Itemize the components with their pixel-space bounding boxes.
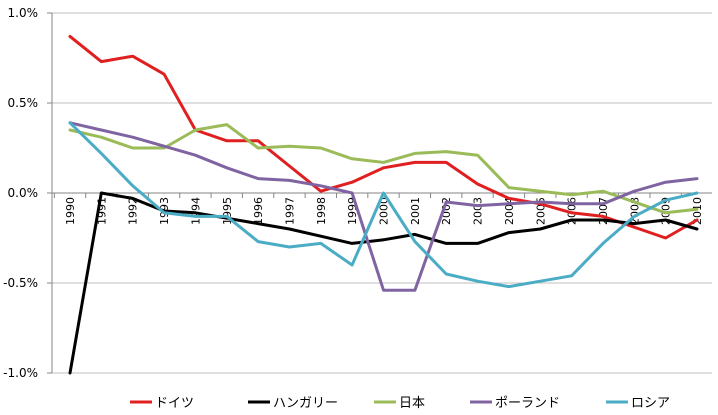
series-line-2 <box>68 123 699 215</box>
legend-label: ドイツ <box>155 396 194 411</box>
x-tick-label: 2002 <box>440 197 453 225</box>
legend-label: ポーランド <box>495 396 560 411</box>
x-tick-label: 1996 <box>252 197 265 225</box>
x-tick-label: 2003 <box>472 197 485 225</box>
x-tick-label: 2001 <box>409 197 422 225</box>
y-tick-label: -1.0% <box>3 366 38 380</box>
legend-label: ハンガリー <box>273 396 338 411</box>
x-tick-label: 2000 <box>378 197 391 225</box>
gridlines <box>52 12 712 374</box>
y-tick-label: 1.0% <box>8 6 39 20</box>
legend: ドイツ ハンガリー 日本 ポーランド ロシア <box>130 396 670 411</box>
x-tick-label: 1994 <box>189 197 202 225</box>
x-tick-label: 2004 <box>503 197 516 225</box>
legend-label: 日本 <box>399 396 425 411</box>
x-tick-label: 1992 <box>127 197 140 225</box>
y-tick-label: 0.0% <box>8 186 39 200</box>
x-tick-label: 1997 <box>283 197 296 225</box>
x-tick-label: 1998 <box>315 197 328 225</box>
x-tick-label: 2009 <box>660 197 673 225</box>
y-axis: -1.0% -0.5% 0.0% 0.5% 1.0% <box>3 6 53 380</box>
x-tick-label: 1990 <box>64 197 77 225</box>
series-line-1 <box>68 191 699 375</box>
legend-label: ロシア <box>631 396 670 411</box>
x-tick-label: 2010 <box>691 197 704 225</box>
series-line-4 <box>68 121 699 289</box>
series-line-3 <box>68 121 699 292</box>
series-lines <box>68 34 699 375</box>
series-line-0 <box>68 34 699 240</box>
y-tick-label: -0.5% <box>3 276 38 290</box>
y-tick-label: 0.5% <box>8 96 39 110</box>
